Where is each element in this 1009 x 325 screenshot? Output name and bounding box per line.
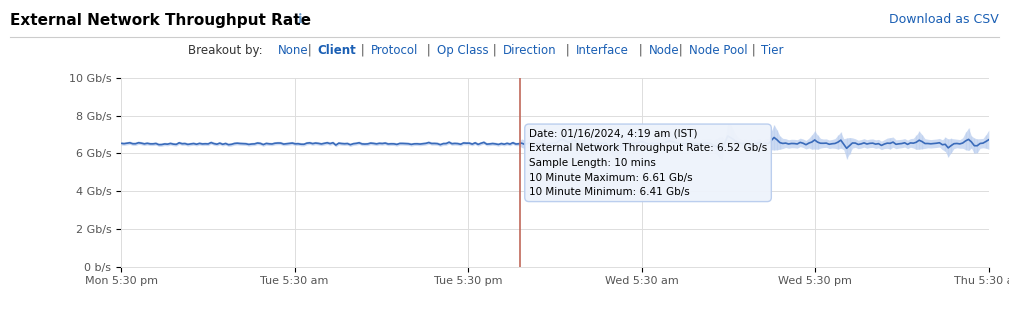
Text: |: | [423,44,435,57]
Text: None: None [277,44,308,57]
Text: Node: Node [649,44,679,57]
Text: |: | [675,44,686,57]
Text: Breakout by:: Breakout by: [188,44,262,57]
Text: Tier: Tier [762,44,784,57]
Text: ℹ: ℹ [298,13,303,26]
Text: Interface: Interface [576,44,629,57]
Text: |: | [357,44,368,57]
Text: Op Class: Op Class [437,44,488,57]
Text: Protocol: Protocol [370,44,418,57]
Text: External Network Throughput Rate: External Network Throughput Rate [10,13,311,28]
Text: |: | [635,44,647,57]
Text: Download as CSV: Download as CSV [889,13,999,26]
Text: |: | [562,44,573,57]
Text: Date: 01/16/2024, 4:19 am (IST)
External Network Throughput Rate: 6.52 Gb/s
Samp: Date: 01/16/2024, 4:19 am (IST) External… [529,128,767,197]
Text: |: | [748,44,759,57]
Text: |: | [489,44,500,57]
Text: Node Pool: Node Pool [689,44,748,57]
Text: |: | [304,44,315,57]
Text: Direction: Direction [503,44,557,57]
Text: Client: Client [318,44,356,57]
